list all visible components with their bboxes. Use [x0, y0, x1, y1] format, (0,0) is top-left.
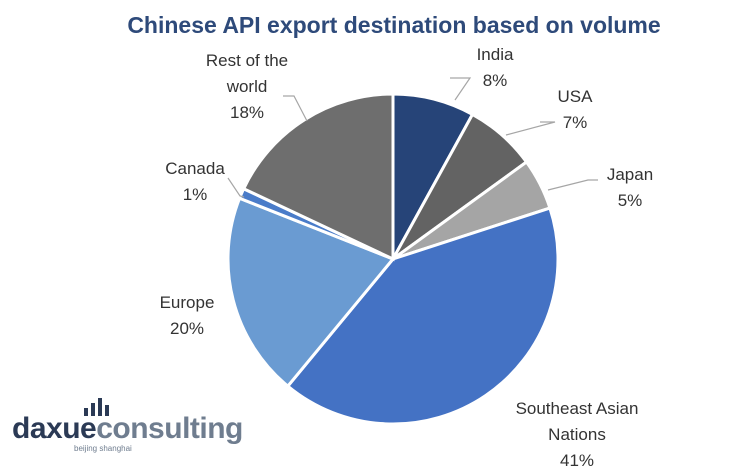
slice-name: world [226, 77, 268, 96]
leader-line [505, 121, 556, 136]
daxue-consulting-logo: daxueconsulting beijing shanghai [12, 398, 252, 458]
chart-title: Chinese API export destination based on … [127, 12, 660, 38]
slice-percent: 1% [183, 185, 208, 204]
logo-subtitle: beijing shanghai [74, 444, 132, 453]
slice-label: Canada 1% [165, 159, 225, 204]
slice-label: India 8% [477, 45, 514, 90]
slice-name: Japan [607, 165, 653, 184]
slice-label: Southeast Asian Nations 41% [516, 399, 639, 470]
slice-percent: 41% [560, 451, 594, 470]
slice-label: Rest of the world 18% [206, 51, 288, 122]
pie-slice-rest-of-the-world [241, 92, 395, 262]
slice-name: Southeast Asian [516, 399, 639, 418]
leader-line [547, 179, 598, 191]
slice-name: Rest of the [206, 51, 288, 70]
slice-label: Japan 5% [607, 165, 653, 210]
pie-slice-europe [226, 196, 396, 389]
slice-name: India [477, 45, 514, 64]
pie-slice-southeast-asian-nations [285, 206, 560, 426]
slice-name: Nations [548, 425, 606, 444]
slice-name: USA [558, 87, 594, 106]
slice-percent: 7% [563, 113, 588, 132]
logo-name-part1: daxue [12, 412, 97, 445]
slice-percent: 8% [483, 71, 508, 90]
logo-name-part2: consulting [96, 412, 243, 445]
slice-percent: 18% [230, 103, 264, 122]
leader-line [227, 177, 245, 198]
slice-percent: 20% [170, 319, 204, 338]
slice-label: USA 7% [558, 87, 594, 132]
leader-line [283, 95, 308, 122]
slice-percent: 5% [618, 191, 643, 210]
slice-name: Europe [160, 293, 215, 312]
slice-label: Europe 20% [160, 293, 215, 338]
slice-name: Canada [165, 159, 225, 178]
leader-line [450, 77, 472, 101]
bar-chart-icon [84, 398, 114, 416]
